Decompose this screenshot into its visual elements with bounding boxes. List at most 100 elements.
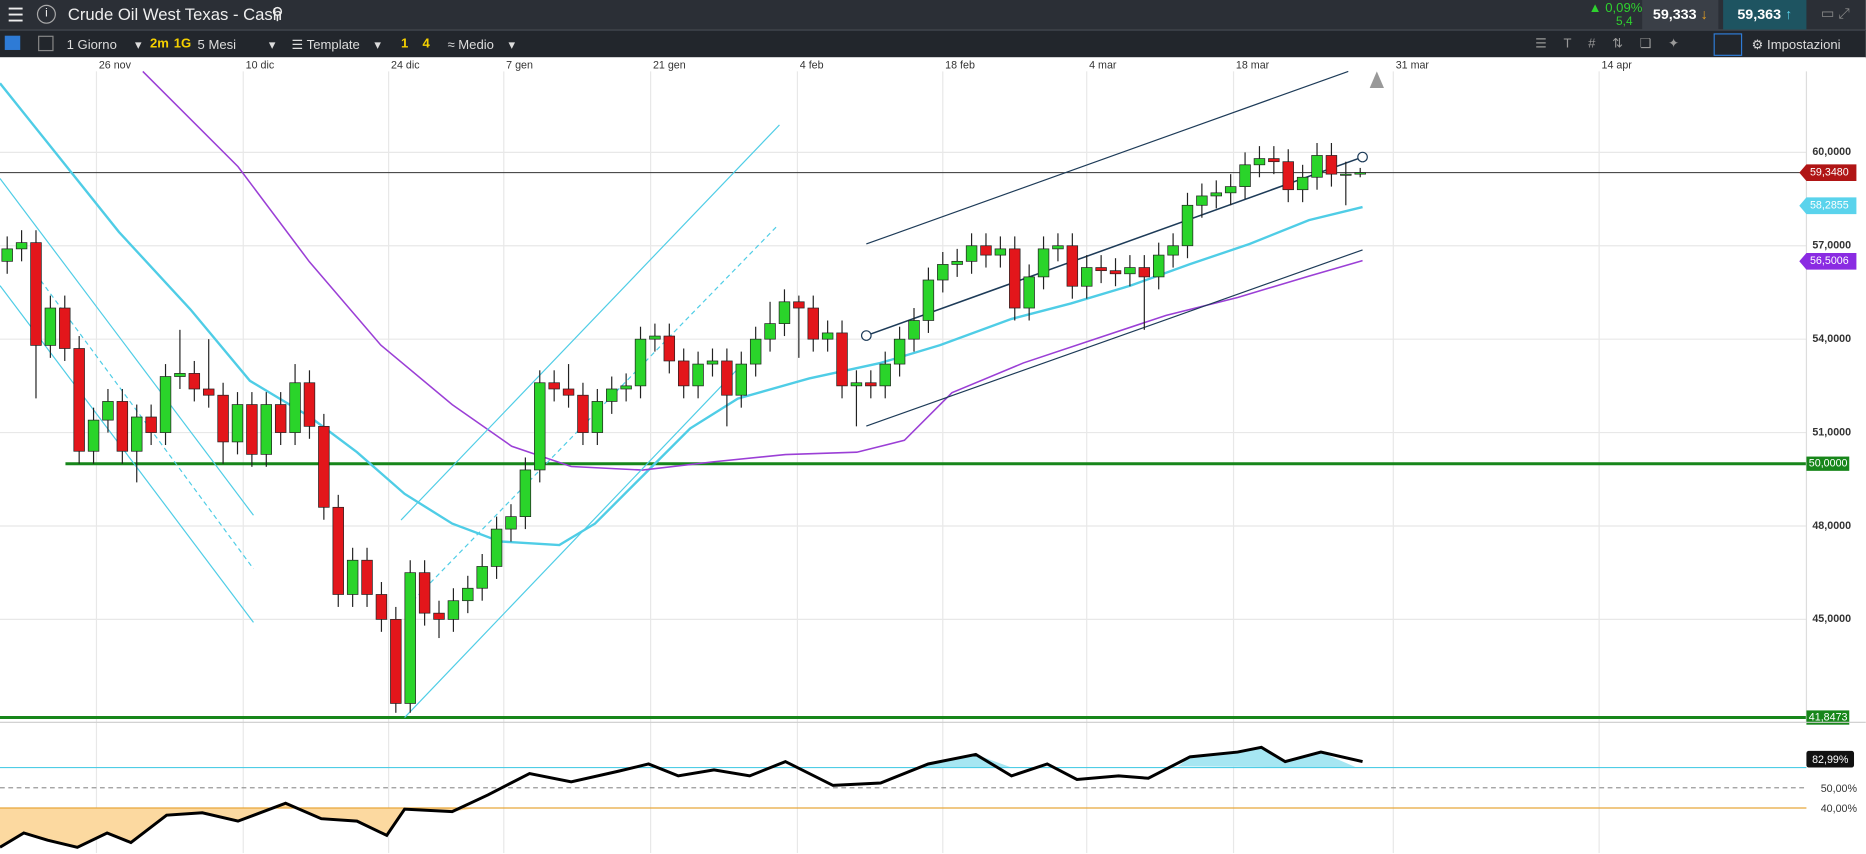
buy-button[interactable]: 59,363 ↑	[1723, 0, 1807, 30]
x-tick-label: 18 feb	[945, 59, 975, 71]
candle-body	[159, 376, 172, 433]
candle-body	[390, 619, 402, 704]
trend-line	[35, 273, 254, 570]
candle-body	[73, 348, 85, 452]
x-tick-label: 26 nov	[99, 59, 132, 71]
btn-1g[interactable]: 1G	[173, 36, 192, 52]
handle[interactable]	[1357, 151, 1368, 163]
date-axis-bg	[0, 57, 1866, 72]
candle-body	[534, 382, 546, 471]
style-select[interactable]: ≈ Medio ▾	[447, 38, 516, 53]
x-tick-label: 4 feb	[800, 59, 824, 71]
marker-icon	[1369, 71, 1384, 89]
price-label-box	[1799, 252, 1857, 270]
template-select[interactable]: ☰ Template ▾	[291, 38, 381, 53]
buy-price: 59,363	[1737, 5, 1782, 23]
candle-body	[1167, 245, 1179, 256]
menu-icon[interactable]: ☰	[7, 5, 25, 27]
price-label: 58,2855	[1810, 200, 1849, 212]
top-bar: ☰ i Crude Oil West Texas - Cash ⚲ ▲ 0,09…	[0, 0, 1866, 30]
candle-body	[649, 335, 661, 340]
x-tick-label: 31 mar	[1396, 59, 1430, 71]
candle-body	[1239, 164, 1251, 187]
candle-body	[937, 264, 949, 281]
candle-body	[951, 260, 963, 265]
candle-body	[1009, 248, 1021, 309]
candle-body	[303, 382, 316, 427]
candle-body	[994, 248, 1007, 256]
btn-1[interactable]: 1	[401, 36, 409, 52]
candle-body	[1296, 176, 1309, 191]
candle-body	[577, 394, 589, 433]
y-tick-label: 57,0000	[1812, 240, 1851, 252]
candle-body	[418, 572, 431, 614]
window-controls[interactable]: ▭ ⤢	[1820, 4, 1850, 22]
candle-body	[1066, 245, 1079, 287]
y-tick-label: 48,0000	[1812, 520, 1851, 532]
price-label-box	[1799, 197, 1857, 215]
candle-body	[749, 338, 762, 365]
candle-body	[202, 388, 215, 396]
interval-select[interactable]: 1 Giorno ▾	[66, 38, 142, 53]
candle-body	[102, 401, 114, 421]
candle-body	[1311, 155, 1323, 178]
grid	[0, 71, 1807, 854]
settings-button[interactable]: ⚙ Impostazioni	[1751, 38, 1841, 53]
handle[interactable]	[860, 330, 872, 341]
drawings	[0, 70, 1384, 718]
rsi-tick-label: 40,00%	[1821, 803, 1858, 815]
candle-body	[1081, 267, 1093, 287]
candle-body	[131, 416, 143, 452]
candle-body	[87, 419, 100, 452]
candle-body	[879, 363, 891, 387]
candle-body	[606, 388, 618, 402]
candle-body	[721, 360, 733, 396]
candle-body	[922, 279, 935, 321]
active-tool[interactable]	[1713, 33, 1743, 56]
candle-body	[274, 404, 287, 433]
x-tick-label: 24 dic	[391, 59, 420, 71]
x-tick-label: 10 dic	[246, 59, 275, 71]
candle-body	[30, 242, 42, 346]
candle-body	[807, 307, 819, 340]
trend-line	[0, 178, 254, 516]
style: Medio	[458, 38, 494, 53]
candle-body	[1095, 267, 1107, 272]
x-tick-label: 14 apr	[1602, 59, 1633, 71]
channel-line	[866, 70, 1349, 245]
candle-body	[1268, 158, 1280, 163]
view-icon[interactable]	[4, 35, 21, 50]
chart-toolbar: 1 Giorno ▾ 2m 1G 5 Mesi ▾ ☰ Template ▾ 1…	[0, 29, 1866, 59]
btn-2m[interactable]: 2m	[149, 36, 169, 52]
candle-body	[1023, 276, 1035, 309]
candle-body	[217, 394, 229, 443]
sell-price: 59,333	[1652, 5, 1697, 23]
candle-body	[1224, 186, 1237, 194]
search-icon[interactable]: ⚲	[271, 3, 284, 23]
candle-body	[1253, 158, 1266, 166]
candle-body	[850, 382, 863, 387]
btn-4[interactable]: 4	[422, 36, 430, 52]
sell-button[interactable]: 59,333 ↓	[1642, 0, 1719, 30]
rsi-label-box	[1806, 750, 1855, 768]
candle-body	[188, 373, 201, 390]
candle-body	[735, 363, 747, 396]
candle-body	[764, 323, 776, 340]
candle-body	[821, 332, 834, 340]
moving-average-slow	[142, 70, 1363, 471]
candle-body	[476, 566, 488, 589]
y-tick-label: 45,0000	[1812, 613, 1851, 625]
candle-body	[1210, 192, 1222, 197]
range-select[interactable]: 5 Mesi ▾	[197, 38, 276, 53]
info-icon[interactable]: i	[36, 4, 56, 24]
rsi-last-label: 82,99%	[1812, 754, 1849, 766]
price-label: 59,3480	[1810, 166, 1849, 178]
candle-body	[15, 242, 28, 250]
candle-body	[1282, 161, 1294, 191]
layout-icon[interactable]	[38, 35, 54, 52]
level-label: 50,0000	[1809, 458, 1848, 470]
trend-line	[406, 225, 778, 608]
candle-body	[404, 572, 416, 704]
tool-icons[interactable]: ☰T#⇅❏✦	[1535, 36, 1696, 52]
